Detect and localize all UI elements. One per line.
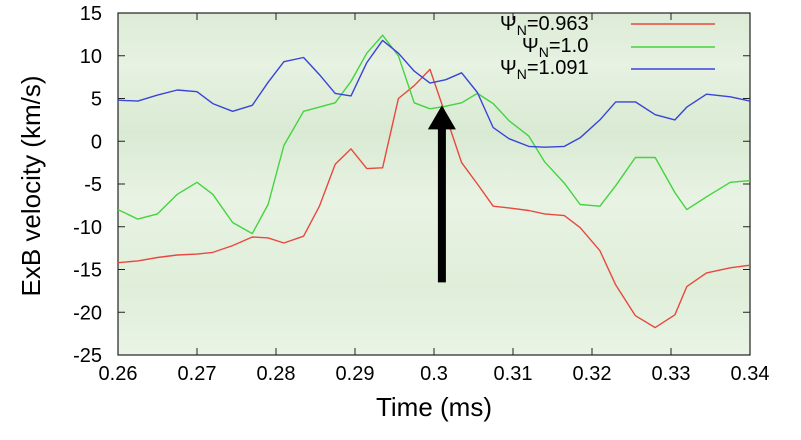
- x-tick-label: 0.28: [257, 363, 296, 385]
- y-tick-label: -20: [73, 302, 102, 324]
- y-tick-label: 15: [80, 3, 102, 25]
- x-tick-label: 0.33: [652, 363, 691, 385]
- legend-label-3: ΨN=1.091: [500, 57, 589, 82]
- x-tick-label: 0.34: [731, 363, 770, 385]
- x-tick-label: 0.31: [494, 363, 533, 385]
- y-tick-label: -25: [73, 345, 102, 367]
- y-tick-label: -5: [84, 174, 102, 196]
- x-tick-label: 0.29: [336, 363, 375, 385]
- x-tick-label: 0.32: [573, 363, 612, 385]
- y-tick-label: 0: [91, 131, 102, 153]
- y-tick-label: -15: [73, 260, 102, 282]
- y-tick-label: -10: [73, 217, 102, 239]
- plot-area: [118, 13, 750, 355]
- y-tick-label: 10: [80, 46, 102, 68]
- x-tick-label: 0.26: [99, 363, 138, 385]
- x-tick-label: 0.27: [178, 363, 217, 385]
- x-tick-label: 0.3: [420, 363, 448, 385]
- y-tick-label: 5: [91, 89, 102, 111]
- y-axis-title: ExB velocity (km/s): [16, 75, 46, 296]
- x-axis-title: Time (ms): [376, 392, 492, 422]
